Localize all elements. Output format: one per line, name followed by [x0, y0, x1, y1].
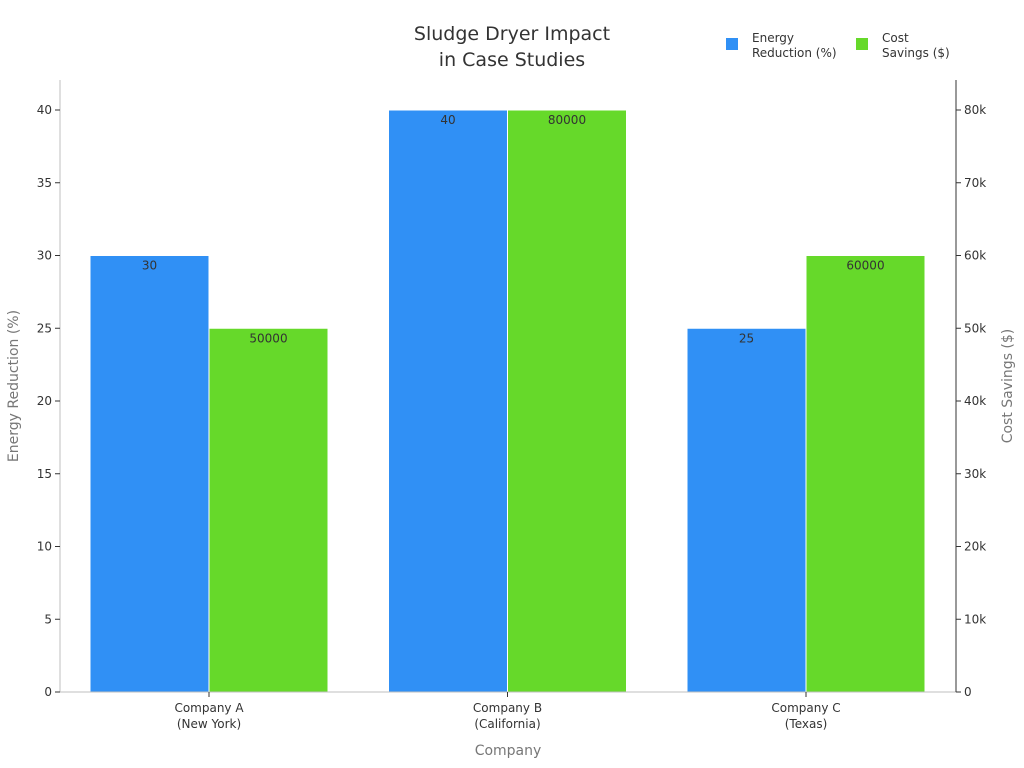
data-label-cost-2: 60000 — [846, 259, 884, 273]
legend-label-cost-line-2: Savings ($) — [882, 46, 950, 60]
x-axis-label: Company — [475, 743, 542, 759]
x-tick-label-1-line-2: (California) — [474, 717, 540, 731]
y-right-tick-label-5: 50k — [964, 321, 986, 335]
legend-label-energy-line-2: Reduction (%) — [752, 46, 837, 60]
y-right-tick-label-2: 20k — [964, 540, 986, 554]
y-left-tick-label-5: 25 — [37, 321, 52, 335]
bar-cost-2[interactable] — [805, 255, 926, 693]
y-left-tick-label-0: 0 — [44, 685, 52, 699]
y-left-tick-label-3: 15 — [37, 467, 52, 481]
bars-layer — [89, 109, 926, 693]
y-right-tick-label-8: 80k — [964, 103, 986, 117]
bar-energy-2[interactable] — [686, 327, 807, 693]
y-left-axis-label: Energy Reduction (%) — [6, 310, 22, 462]
legend-swatch-cost — [856, 38, 868, 50]
y-left-tick-label-7: 35 — [37, 176, 52, 190]
y-left-tick-label-2: 10 — [37, 540, 52, 554]
legend: Energy Reduction (%) Cost Savings ($) — [726, 31, 950, 60]
legend-item-cost[interactable]: Cost Savings ($) — [856, 31, 950, 60]
data-label-cost-1: 80000 — [548, 113, 586, 127]
bar-cost-0[interactable] — [208, 327, 329, 693]
y-right-tick-label-7: 70k — [964, 176, 986, 190]
bar-cost-1[interactable] — [507, 109, 627, 693]
data-label-energy-2: 25 — [739, 331, 754, 345]
x-tick-label-2-line-1: Company C — [771, 701, 840, 715]
y-right-tick-label-3: 30k — [964, 467, 986, 481]
data-label-energy-1: 40 — [440, 113, 455, 127]
legend-swatch-energy — [726, 38, 738, 50]
legend-item-energy[interactable]: Energy Reduction (%) — [726, 31, 837, 60]
data-label-cost-0: 50000 — [249, 331, 287, 345]
chart-title-line-2: in Case Studies — [439, 49, 585, 71]
legend-label-cost-line-1: Cost — [882, 31, 909, 45]
data-labels-layer: 30 50000 40 80000 25 60000 — [142, 113, 885, 345]
y-left-tick-label-1: 5 — [44, 612, 52, 626]
y-right-tick-label-0: 0 — [964, 685, 972, 699]
y-right-tick-label-4: 40k — [964, 394, 986, 408]
x-tick-label-1-line-1: Company B — [473, 701, 542, 715]
bar-energy-0[interactable] — [89, 255, 210, 693]
y-left-ticks: 0 5 10 15 20 25 30 35 40 — [37, 103, 60, 699]
y-right-axis-label: Cost Savings ($) — [1000, 329, 1016, 444]
chart-title-line-1: Sludge Dryer Impact — [414, 23, 610, 45]
y-left-tick-label-6: 30 — [37, 249, 52, 263]
bar-energy-1[interactable] — [388, 109, 508, 693]
data-label-energy-0: 30 — [142, 259, 157, 273]
y-left-tick-label-8: 40 — [37, 103, 52, 117]
y-left-tick-label-4: 20 — [37, 394, 52, 408]
x-tick-label-2-line-2: (Texas) — [785, 717, 828, 731]
y-right-ticks: 0 10k 20k 30k 40k 50k 60k 70k 80k — [956, 103, 986, 699]
legend-label-energy-line-1: Energy — [752, 31, 794, 45]
x-tick-label-0-line-2: (New York) — [177, 717, 241, 731]
chart-title: Sludge Dryer Impact in Case Studies — [414, 23, 610, 71]
x-ticks: Company A (New York) Company B (California)… — [174, 692, 841, 731]
x-tick-label-0-line-1: Company A — [174, 701, 244, 715]
y-right-tick-label-6: 60k — [964, 249, 986, 263]
y-right-tick-label-1: 10k — [964, 612, 986, 626]
